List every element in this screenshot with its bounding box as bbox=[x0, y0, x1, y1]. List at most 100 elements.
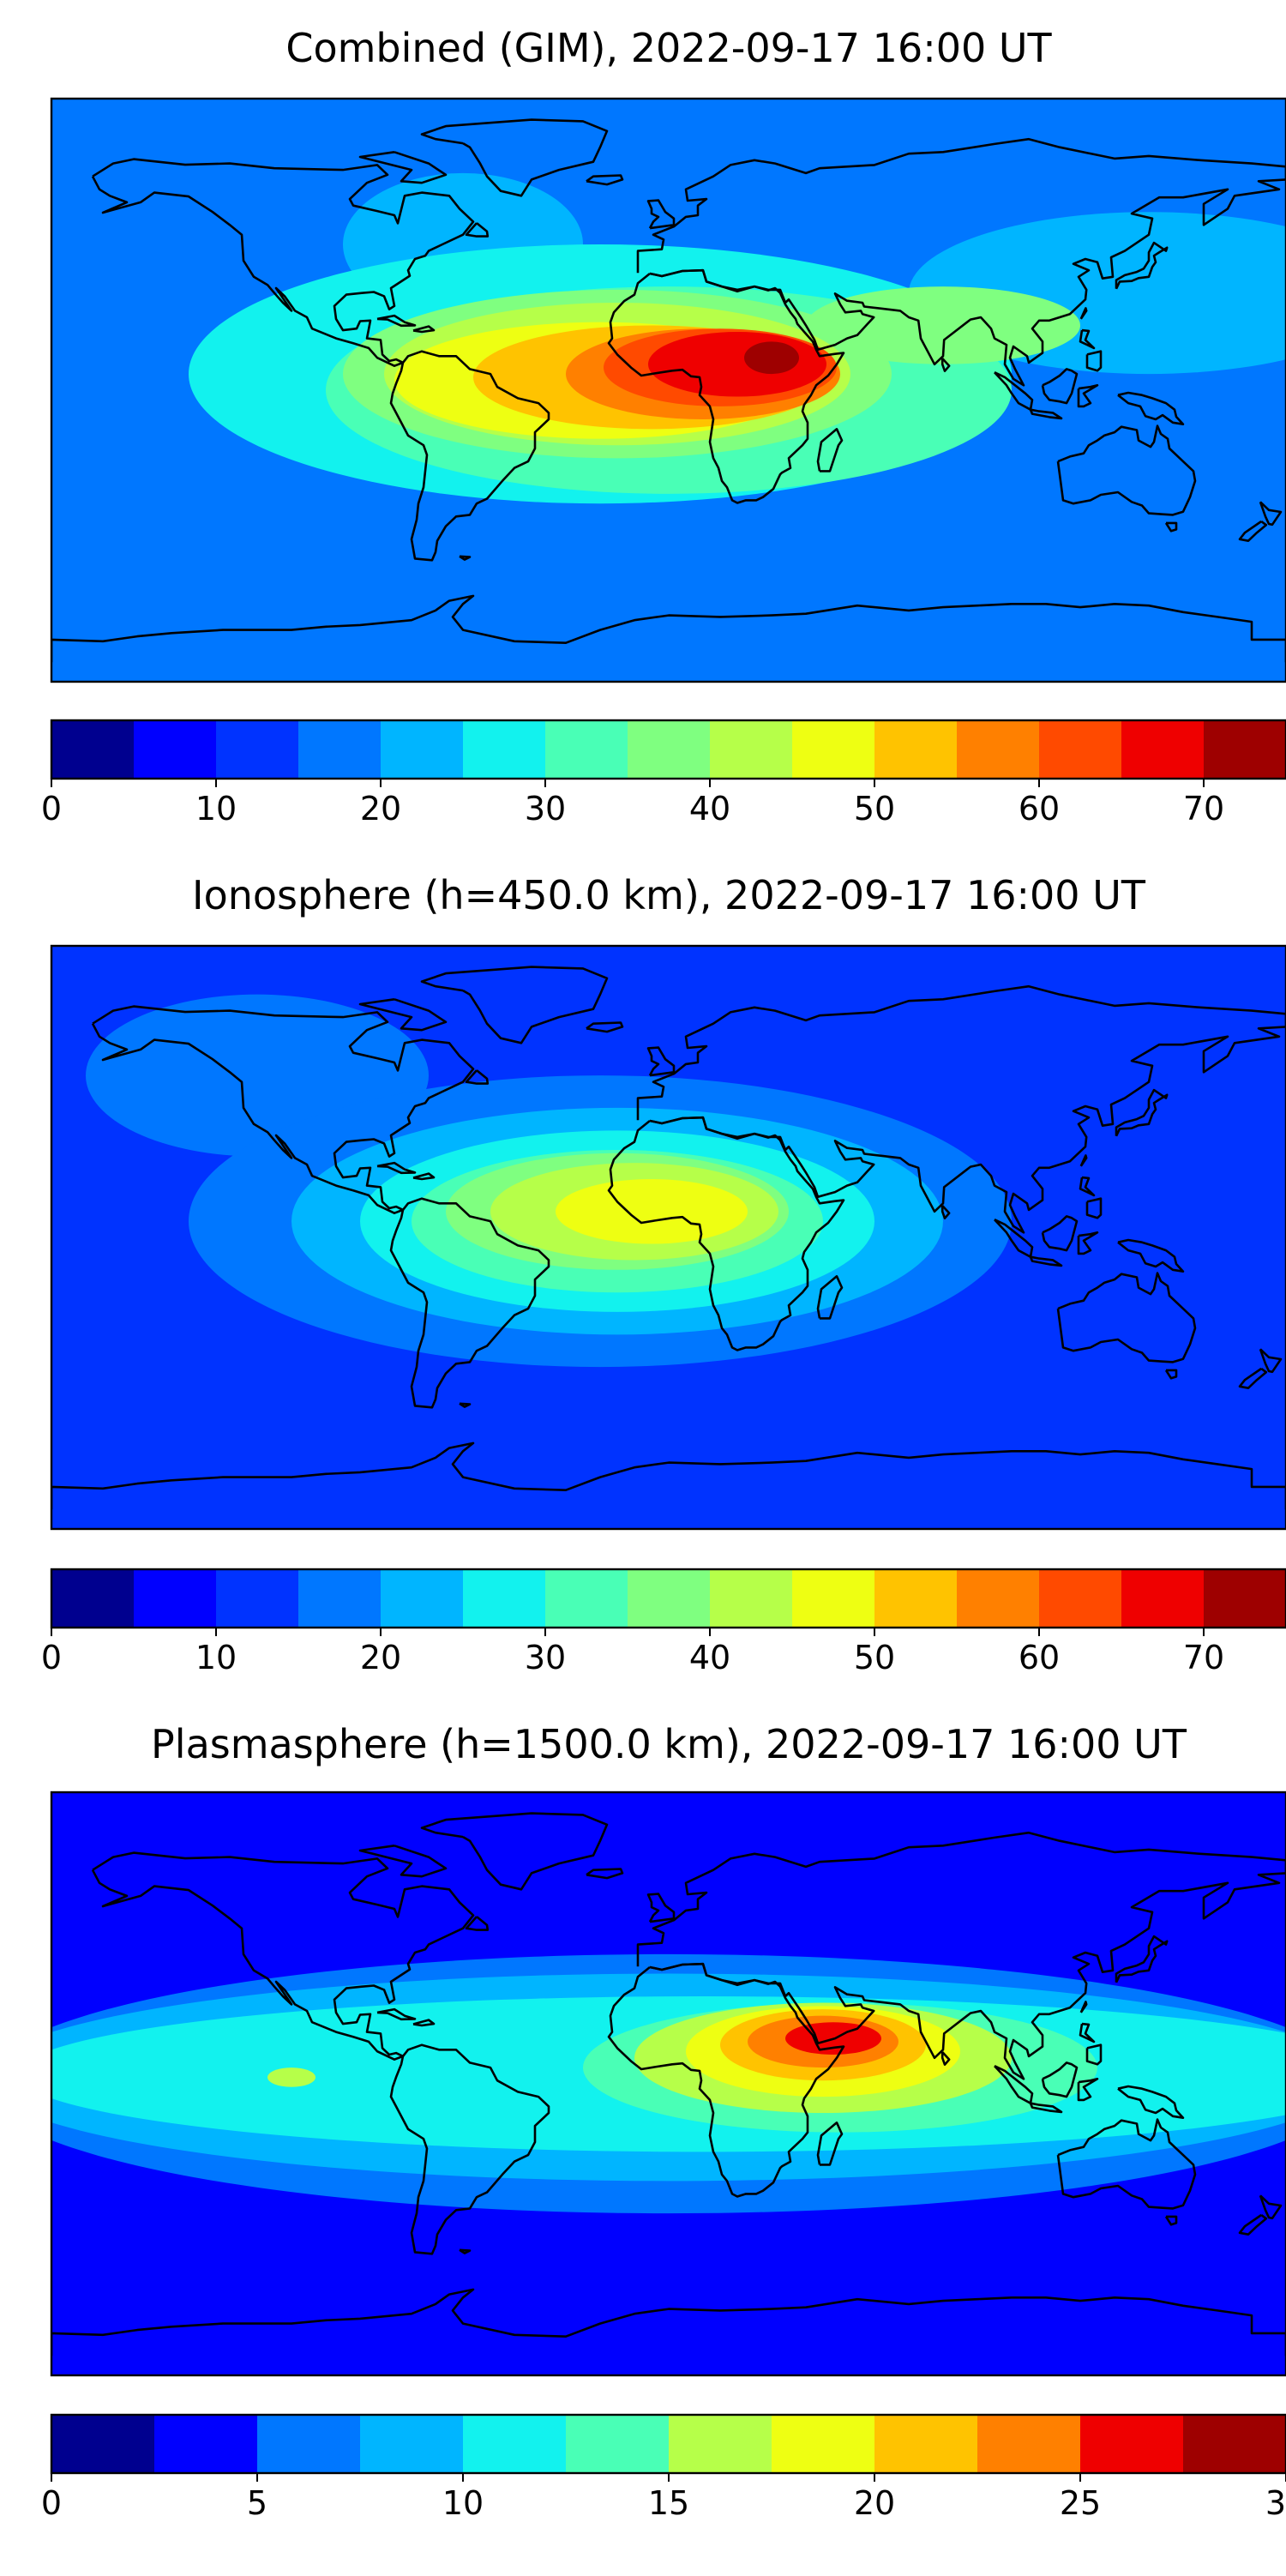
map-frame bbox=[50, 97, 1286, 683]
coastline bbox=[940, 1205, 951, 1219]
coastline bbox=[51, 2288, 1286, 2356]
coastline bbox=[1164, 2215, 1178, 2226]
coastline bbox=[389, 350, 550, 562]
colorbar-bin bbox=[154, 2415, 258, 2473]
coastline bbox=[420, 966, 609, 1044]
colorbar-bin bbox=[216, 1569, 299, 1628]
coastline bbox=[376, 314, 417, 328]
coastline bbox=[1041, 2061, 1079, 2098]
colorbar-tick-label: 10 bbox=[195, 1639, 237, 1676]
coastline bbox=[91, 158, 475, 367]
colorbar-bin bbox=[1039, 1569, 1122, 1628]
colorbar-bin bbox=[257, 2415, 361, 2473]
coastline bbox=[1085, 350, 1103, 372]
colorbar-bin bbox=[1204, 1569, 1286, 1628]
coastline bbox=[1117, 2085, 1185, 2119]
coastline bbox=[586, 1868, 624, 1880]
colorbar-tick-label: 30 bbox=[1265, 2484, 1286, 2522]
coastline bbox=[1238, 1367, 1268, 1389]
colorbar-bin bbox=[134, 720, 217, 779]
colorbar-bin bbox=[51, 720, 135, 779]
colorbar-bin bbox=[874, 720, 958, 779]
coastline bbox=[1117, 1238, 1185, 1273]
colorbar-bin bbox=[1183, 2415, 1286, 2473]
coastline bbox=[1238, 2213, 1268, 2236]
coastline bbox=[420, 118, 609, 197]
colorbar-tick-label: 0 bbox=[41, 1639, 62, 1676]
coastline bbox=[1259, 1348, 1283, 1374]
coastline bbox=[1041, 368, 1079, 405]
colorbar-bin bbox=[1039, 720, 1122, 779]
colorbar-tick-label: 25 bbox=[1060, 2484, 1101, 2522]
coastline bbox=[646, 199, 676, 230]
colorbar-tick-label: 30 bbox=[525, 1639, 566, 1676]
panel-title: Plasmasphere (h=1500.0 km), 2022-09-17 1… bbox=[151, 1721, 1187, 1767]
colorbar-tick-label: 20 bbox=[854, 2484, 895, 2522]
colorbar-bin bbox=[51, 2415, 155, 2473]
colorbar-bin bbox=[1080, 2415, 1184, 2473]
coastline bbox=[586, 1021, 624, 1033]
coastline bbox=[358, 1845, 448, 1878]
coastline bbox=[994, 2065, 1034, 2104]
colorbar-tick-label: 20 bbox=[360, 1639, 401, 1676]
colorbar-bin bbox=[957, 720, 1040, 779]
coastline bbox=[1085, 1197, 1103, 1219]
coastline bbox=[1079, 1176, 1096, 1197]
coastline bbox=[994, 371, 1034, 411]
coastline bbox=[1079, 2001, 1088, 2013]
coastline bbox=[1079, 307, 1088, 320]
colorbar-bin bbox=[710, 720, 793, 779]
colorbar-bin bbox=[874, 2415, 978, 2473]
colorbar-bin bbox=[545, 720, 628, 779]
tec-contour bbox=[556, 1179, 748, 1244]
colorbar-bin bbox=[792, 1569, 875, 1628]
tec-contour bbox=[744, 341, 799, 375]
coastline bbox=[816, 1275, 844, 1320]
coastline bbox=[1077, 2078, 1099, 2102]
colorbar-bin bbox=[298, 720, 382, 779]
coastline bbox=[358, 998, 448, 1032]
colorbar-bin bbox=[874, 1569, 958, 1628]
coastline bbox=[1077, 1231, 1099, 1255]
tec-contour bbox=[648, 332, 826, 397]
colorbar-bin bbox=[772, 2415, 875, 2473]
colorbar-bin bbox=[957, 1569, 1040, 1628]
colorbar-bin bbox=[1204, 720, 1286, 779]
coastline bbox=[1079, 1154, 1088, 1167]
coastline bbox=[465, 222, 490, 238]
coastline bbox=[1056, 424, 1197, 516]
coastline bbox=[1085, 2043, 1103, 2066]
colorbar-tick-label: 60 bbox=[1019, 1639, 1060, 1676]
colorbar-bin bbox=[51, 1569, 135, 1628]
coastline bbox=[1079, 2022, 1096, 2043]
colorbar-tick-label: 0 bbox=[41, 2484, 62, 2522]
coastline bbox=[646, 1046, 676, 1077]
colorbar-tick-label: 60 bbox=[1019, 790, 1060, 828]
colorbar-bin bbox=[381, 720, 464, 779]
colorbar: 0 10 20 30 40 50 60 70 bbox=[41, 1568, 1286, 1676]
coastline bbox=[1115, 241, 1169, 290]
coastline bbox=[1041, 1215, 1079, 1252]
colorbar-bin bbox=[298, 1569, 382, 1628]
map-frame bbox=[50, 1791, 1286, 2377]
map-area bbox=[51, 1792, 1286, 2375]
colorbar-bin bbox=[669, 2415, 772, 2473]
coastline bbox=[636, 137, 1286, 387]
tec-contour bbox=[267, 2067, 315, 2087]
coastline bbox=[459, 555, 472, 561]
coastline bbox=[1238, 520, 1268, 542]
colorbar-bin bbox=[463, 1569, 546, 1628]
coastline bbox=[412, 325, 436, 334]
coastline bbox=[412, 2019, 436, 2027]
coastline bbox=[1115, 1088, 1169, 1137]
panel-title: Combined (GIM), 2022-09-17 16:00 UT bbox=[285, 25, 1052, 71]
coastline bbox=[586, 174, 624, 186]
coastline bbox=[940, 358, 951, 372]
coastline bbox=[1115, 1935, 1169, 1983]
colorbar-bin bbox=[381, 1569, 464, 1628]
coastline bbox=[1029, 408, 1063, 420]
coastline bbox=[358, 151, 448, 184]
coastline bbox=[1259, 501, 1283, 527]
coastline bbox=[1259, 2194, 1283, 2220]
coastline bbox=[465, 1916, 490, 1931]
